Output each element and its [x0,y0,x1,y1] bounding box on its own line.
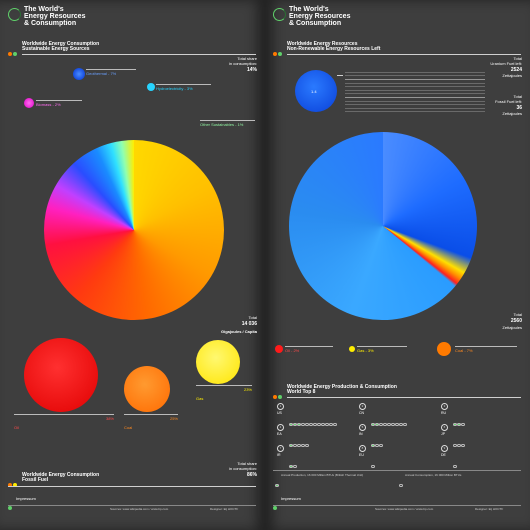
fossil-rule [8,486,256,487]
coal-resource-dot [437,342,451,356]
production-dots-icon [273,386,282,404]
book-title: The World's Energy Resources & Consumpti… [24,6,86,27]
fossil-total-value: 36 [516,105,522,111]
production-marks-4 [289,434,309,452]
total-value: 14 036 [241,321,257,327]
country-8: 8 EU [359,445,366,457]
footer-rule-right [273,505,521,506]
fossil-total-unit: Zettajoules [502,111,522,116]
country-2: 2 CN [359,403,366,415]
resources-section-subtitle: Non-Renewable Energy Resources Left [287,46,381,52]
consumption-legend: Annual Consumption, 16 000 Million BTUs [405,473,462,477]
footer-dot-icon [8,497,12,515]
country-9: 9 DE [441,445,448,457]
coal-resource-label: Coal - 7% [455,346,517,353]
footer-impressum[interactable]: Impressum [16,496,36,501]
footer-designer: Designer: Eij HOCTF [210,507,239,511]
production-marks-8 [371,455,375,473]
production-title: Worldwide Energy Production & Consumptio… [287,384,397,390]
production-marks-6 [453,434,465,452]
gas-label: Gas 23% [196,385,252,405]
total-share-label: Total share in consumption: [228,56,257,66]
consumption-legend-icon [399,474,403,492]
right-page: The World's Energy Resources & Consumpti… [265,0,530,530]
country-3: 3 RU [441,403,448,415]
gas-resource-dot [349,346,355,352]
fossil-section-subtitle: Fossil Fuel [22,477,49,483]
fossil-section-title: Worldwide Energy Consumption [22,472,100,478]
biomass-label: Biomass - 2% [36,100,82,107]
production-legend: Annual Production, 16 000 Million BTUs (… [281,473,364,477]
resources-section-title: Worldwide Energy Resources [287,41,358,47]
fossil-share-value: 86% [246,472,257,478]
book-title-right: The World's Energy Resources & Consumpti… [289,6,351,27]
production-marks-7 [289,455,297,473]
coal-label: Coal 25% [124,414,178,434]
resources-rule [287,54,521,55]
footer-impressum-right[interactable]: Impressum [281,496,301,501]
gas-resource-label: Gas - 3% [357,346,407,353]
section-dots-icon [8,43,17,61]
legend-rule [273,470,521,471]
footer-rule [8,505,256,506]
uranium-total-unit: Zettajoules [502,73,522,78]
production-marks-1 [289,413,337,431]
oil-resource-dot [275,345,283,353]
production-rule [287,397,521,398]
geothermal-label: Geothermal - 7% [86,69,136,76]
production-marks-5 [371,434,383,452]
geothermal-dot [73,68,85,80]
overall-total-unit: Zettajoules [502,325,522,330]
country-4: 4 EA [277,424,284,436]
fossil-total-label: Total Fossil Fuel left: [495,94,522,104]
total-label: Total [248,315,257,320]
overall-total-value: 2560 [510,318,522,324]
oil-circle [24,338,98,412]
logo-ring-icon [8,8,21,21]
uranium-total-label: Total Uranium Fuel left: [490,56,522,66]
country-7: 7 IR [277,445,284,457]
section-subtitle: Sustainable Energy Sources [22,46,90,52]
uranium-total-value: 2524 [510,67,522,73]
footer-designer-right: Designer: Eij HOCTF [475,507,504,511]
country-6: 6 JP [441,424,448,436]
biomass-dot [24,98,34,108]
oil-label: Oil 38% [14,414,114,434]
section-dots-icon-right [273,43,282,61]
logo-ring-icon-right [273,8,286,21]
other-label: Other Sustainables - 1% [200,120,255,127]
fossil-section-dots-icon [8,474,17,492]
fossil-share-label: Total share in consumption: [228,461,257,471]
left-page: The World's Energy Resources & Consumpti… [0,0,265,530]
coal-circle [124,366,170,412]
uranium-pie-chart [289,132,477,320]
total-share-value: 14% [246,67,257,73]
uranium-text-block [345,72,485,112]
footer-dot-icon-right [273,497,277,515]
production-marks-9 [453,455,457,473]
country-1: 1 US [277,403,284,415]
production-marks-3 [453,413,465,431]
gas-circle [196,340,240,384]
total-unit: Gigajoules / Capita [220,329,257,334]
country-5: 5 IN [359,424,366,436]
overall-total-label: Total [513,312,522,317]
footer-sources-right: Sources: www.wikipedia.com / www.bp.com [375,507,434,511]
production-marks-2 [371,413,407,431]
hydro-label: Hydroelectricity - 3% [156,84,211,91]
hydro-dot [147,83,155,91]
uranium-small-label: 1.4 [311,89,317,94]
production-subtitle: World Top 8 [287,389,316,395]
production-legend-icon [275,474,279,492]
footer-sources: Sources: www.wikipedia.com / www.bp.com [110,507,169,511]
uranium-small-circle [295,70,337,112]
oil-resource-label: Oil - 2% [285,346,333,353]
uranium-pointer [337,75,343,76]
sustainable-pie-chart [44,140,224,320]
section-title: Worldwide Energy Consumption [22,41,100,47]
section-rule [22,54,256,55]
